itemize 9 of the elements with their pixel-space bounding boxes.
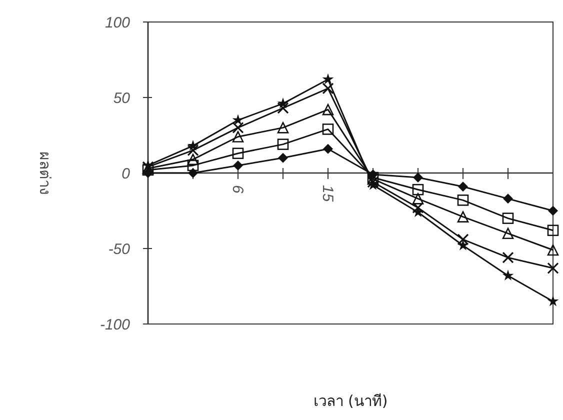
y-tick-label: 100: [104, 14, 131, 32]
y-tick-label: -50: [108, 240, 131, 258]
x-axis-title: เวลา (นาที): [313, 392, 388, 410]
x-tick-label: 6: [228, 185, 246, 194]
y-tick-label: 0: [122, 165, 131, 182]
y-tick-label: 50: [113, 90, 131, 107]
y-axis-title: ผลต่าง: [36, 152, 54, 194]
x-tick-label: 15: [318, 185, 336, 202]
y-tick-label: -100: [100, 316, 131, 334]
